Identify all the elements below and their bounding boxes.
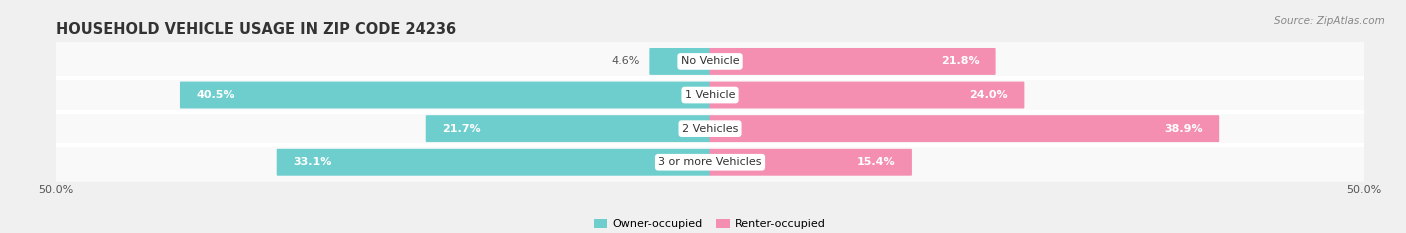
FancyBboxPatch shape — [55, 75, 1365, 115]
Text: 38.9%: 38.9% — [1164, 124, 1204, 134]
FancyBboxPatch shape — [55, 143, 1365, 182]
FancyBboxPatch shape — [710, 149, 912, 176]
Text: 40.5%: 40.5% — [197, 90, 235, 100]
FancyBboxPatch shape — [710, 48, 995, 75]
Text: 4.6%: 4.6% — [612, 56, 640, 66]
FancyBboxPatch shape — [426, 115, 710, 142]
FancyBboxPatch shape — [710, 82, 1025, 109]
Text: 21.8%: 21.8% — [941, 56, 980, 66]
Text: 2 Vehicles: 2 Vehicles — [682, 124, 738, 134]
Text: No Vehicle: No Vehicle — [681, 56, 740, 66]
Text: 24.0%: 24.0% — [970, 90, 1008, 100]
Text: 21.7%: 21.7% — [441, 124, 481, 134]
FancyBboxPatch shape — [650, 48, 710, 75]
Text: 33.1%: 33.1% — [292, 157, 332, 167]
FancyBboxPatch shape — [55, 109, 1365, 148]
Text: 1 Vehicle: 1 Vehicle — [685, 90, 735, 100]
FancyBboxPatch shape — [180, 82, 710, 109]
Legend: Owner-occupied, Renter-occupied: Owner-occupied, Renter-occupied — [593, 219, 827, 229]
FancyBboxPatch shape — [55, 42, 1365, 81]
Text: 15.4%: 15.4% — [858, 157, 896, 167]
FancyBboxPatch shape — [277, 149, 710, 176]
Text: Source: ZipAtlas.com: Source: ZipAtlas.com — [1274, 16, 1385, 26]
Text: HOUSEHOLD VEHICLE USAGE IN ZIP CODE 24236: HOUSEHOLD VEHICLE USAGE IN ZIP CODE 2423… — [56, 22, 457, 37]
FancyBboxPatch shape — [710, 115, 1219, 142]
Text: 3 or more Vehicles: 3 or more Vehicles — [658, 157, 762, 167]
